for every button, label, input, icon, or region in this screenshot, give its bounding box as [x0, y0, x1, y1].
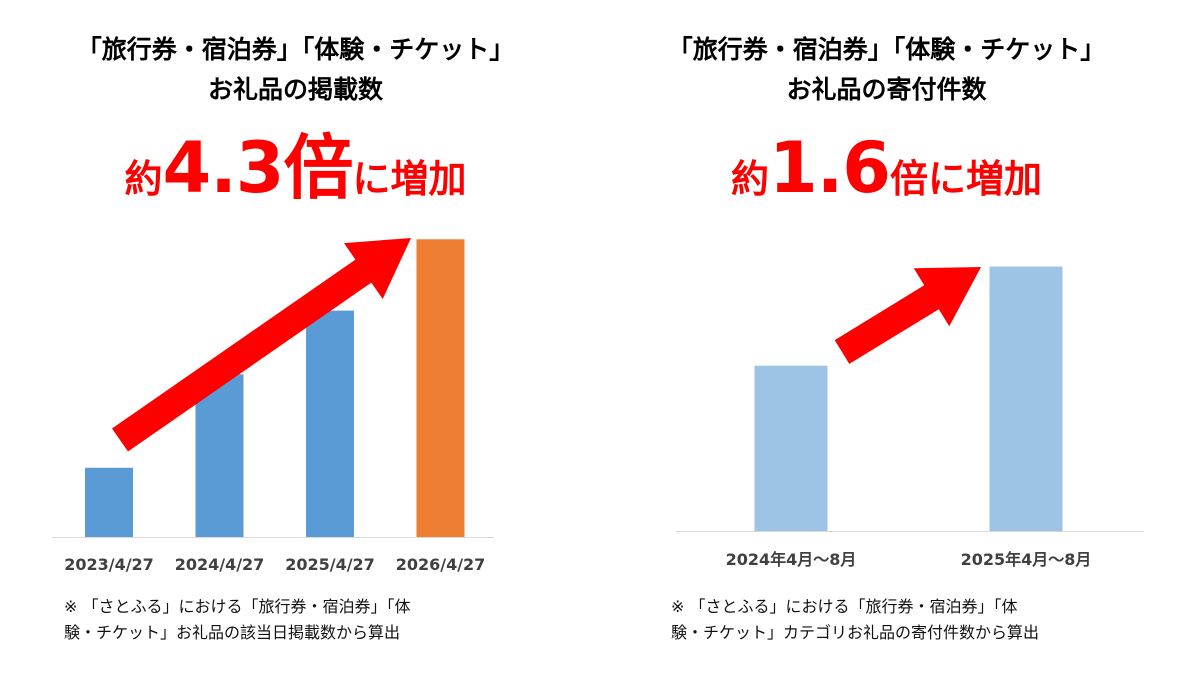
x-tick-label: 2024/4/27 — [175, 555, 265, 574]
headline-increase: 約1.6倍に増加 — [591, 128, 1182, 227]
left-chart-panel: 「旅行券・宿泊券」「体験・チケット」 お礼品の掲載数 約4.3倍に増加 2023… — [0, 35, 591, 642]
chart-title-line1: 「旅行券・宿泊券」「体験・チケット」 — [667, 35, 1106, 64]
x-tick-label: 2023/4/27 — [64, 555, 154, 574]
bar-chart-donations: 2024年4月～8月 2025年4月～8月 — [676, 266, 1144, 569]
bar — [85, 467, 133, 537]
headline-number: 4.3倍 — [162, 127, 353, 209]
bar — [416, 239, 465, 538]
trend-arrow — [112, 238, 411, 452]
bar — [754, 365, 828, 531]
bar-chart-listings: 2023/4/27 2024/4/27 2025/4/27 2026/4/27 — [52, 238, 494, 574]
headline-suffix: 倍に増加 — [890, 157, 1043, 201]
bar — [306, 310, 354, 537]
right-chart-panel: 「旅行券・宿泊券」「体験・チケット」 お礼品の寄付件数 約1.6倍に増加 202… — [591, 0, 1182, 676]
bar — [195, 374, 244, 537]
chart-title-line2: お礼品の掲載数 — [207, 75, 383, 104]
x-tick-label: 2024年4月～8月 — [726, 550, 857, 569]
chart-title-line2: お礼品の寄付件数 — [786, 75, 987, 104]
headline-increase: 約4.3倍に増加 — [0, 128, 591, 227]
footnote: ※ 「さとふる」における「旅行券・宿泊券」「体 験・チケット」お礼品の該当日掲載… — [64, 597, 411, 642]
x-tick-label: 2026/4/27 — [396, 555, 486, 574]
headline-number: 1.6 — [768, 127, 891, 209]
headline-prefix: 約 — [730, 157, 769, 201]
x-tick-label: 2025/4/27 — [285, 555, 375, 574]
headline-suffix: に増加 — [352, 157, 467, 201]
trend-arrow — [834, 267, 981, 364]
x-tick-label: 2025年4月～8月 — [961, 550, 1092, 569]
bar — [989, 266, 1063, 531]
headline-prefix: 約 — [124, 157, 163, 201]
chart-title-line1: 「旅行券・宿泊券」「体験・チケット」 — [76, 35, 515, 64]
footnote: ※ 「さとふる」における「旅行券・宿泊券」「体 験・チケット」カテゴリお礼品の寄… — [671, 597, 1040, 642]
